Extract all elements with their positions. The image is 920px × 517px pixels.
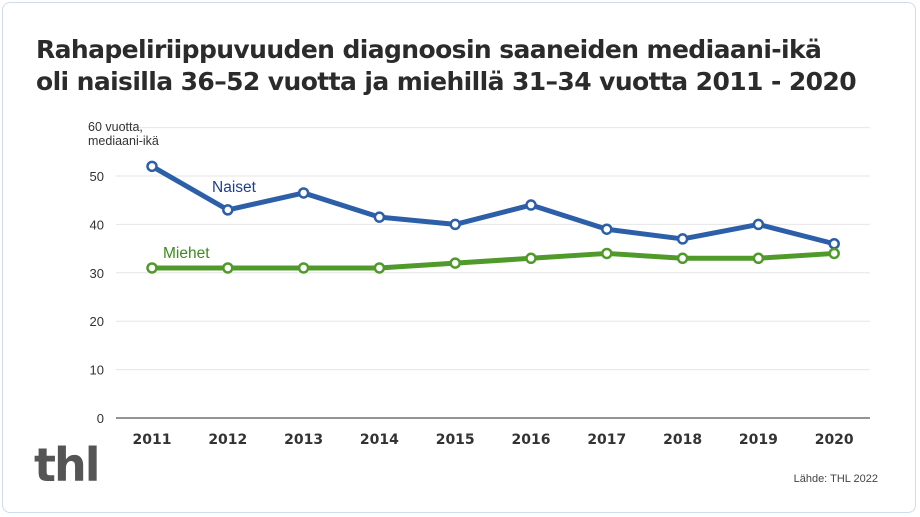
x-tick-label: 2018: [663, 432, 702, 448]
data-point: [601, 223, 613, 235]
data-point: [222, 204, 234, 216]
x-tick-label: 2011: [133, 432, 172, 448]
x-tick-label: 2015: [436, 432, 475, 448]
source-note: Lähde: THL 2022: [793, 473, 878, 485]
y-tick-label: 0: [97, 411, 104, 426]
series-line-miehet: [152, 250, 835, 271]
data-point: [525, 252, 537, 265]
title-line-1: Rahapeliriippuvuuden diagnoosin saaneide…: [36, 35, 822, 64]
data-point: [752, 218, 765, 231]
x-tick-label: 2012: [208, 432, 247, 448]
data-point: [601, 247, 613, 260]
y-tick-label: 20: [90, 314, 104, 329]
chart-title: Rahapeliriippuvuuden diagnoosin saaneide…: [36, 34, 857, 98]
y-tick-label: 30: [90, 266, 104, 281]
data-point: [449, 257, 461, 269]
x-tick-label: 2020: [815, 432, 854, 448]
series-label-miehet: Miehet: [163, 245, 210, 262]
data-point: [676, 252, 689, 265]
x-tick-label: 2017: [587, 432, 626, 448]
y-tick-label: 40: [90, 217, 104, 232]
data-point: [525, 199, 537, 211]
data-point: [752, 252, 765, 265]
x-tick-label: 2013: [284, 432, 323, 448]
data-point: [373, 262, 386, 274]
data-point: [222, 262, 234, 274]
data-point: [828, 247, 840, 260]
series-label-naiset: Naiset: [212, 179, 257, 196]
data-point: [449, 218, 461, 231]
x-tick-label: 2019: [739, 432, 778, 448]
x-tick-label: 2016: [512, 432, 551, 448]
y-axis-label: mediaani-ikä: [88, 134, 159, 148]
y-axis-label: 60 vuotta,: [88, 120, 143, 134]
title-line-2: oli naisilla 36–52 vuotta ja miehillä 31…: [36, 67, 857, 96]
thl-logo: thl: [34, 438, 101, 492]
data-point: [146, 262, 158, 274]
data-point: [373, 211, 386, 223]
data-point: [146, 160, 158, 173]
data-point: [297, 187, 310, 199]
y-tick-label: 50: [90, 169, 104, 184]
series-line-naiset: [150, 164, 835, 247]
data-point: [297, 262, 310, 274]
data-point: [676, 233, 689, 245]
y-tick-label: 10: [90, 363, 104, 378]
x-tick-label: 2014: [360, 432, 399, 448]
data-point: [828, 238, 840, 250]
